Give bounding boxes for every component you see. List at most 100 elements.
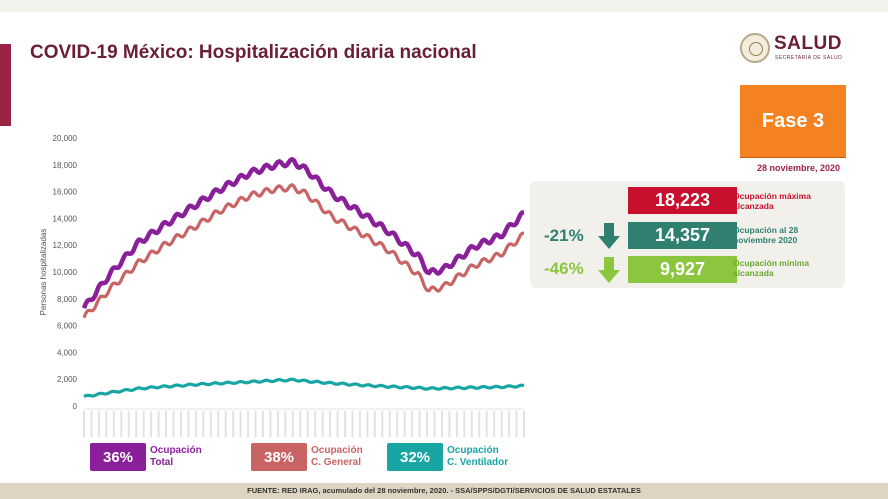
x-tick-mark xyxy=(284,411,287,437)
x-tick-mark xyxy=(306,411,309,437)
x-tick-mark xyxy=(523,411,525,437)
x-tick-mark xyxy=(515,411,518,437)
y-tick-label: 2,000 xyxy=(57,375,78,384)
x-tick-mark xyxy=(344,411,347,437)
stats-panel: 18,223 Ocupación máxima alcanzada -21% 1… xyxy=(530,181,845,288)
x-tick-mark xyxy=(463,411,466,437)
x-tick-mark xyxy=(485,411,488,437)
arrow-down-icon xyxy=(598,223,620,249)
x-tick-mark xyxy=(508,411,511,437)
logo-subtitle: SECRETARÍA DE SALUD xyxy=(775,55,843,61)
legend-total-label-2: Total xyxy=(150,457,174,468)
x-tick-mark xyxy=(105,411,108,437)
x-tick-mark xyxy=(239,411,242,437)
legend-total-label: Ocupación Total xyxy=(150,445,202,469)
x-tick-mark xyxy=(426,411,429,437)
phase-date: 28 noviembre, 2020 xyxy=(756,163,840,173)
source-footer: FUENTE: RED IRAG, acumulado del 28 novie… xyxy=(0,483,888,499)
x-tick-mark xyxy=(291,411,294,437)
x-tick-mark xyxy=(336,411,339,437)
x-tick-mark xyxy=(135,411,138,437)
x-tick-mark xyxy=(358,411,361,437)
y-tick-label: 20,000 xyxy=(53,134,78,143)
x-tick-mark xyxy=(127,411,130,437)
legend-total-pct: 36% xyxy=(90,443,146,471)
x-tick-mark xyxy=(418,411,421,437)
logo-name: SALUD xyxy=(774,33,842,54)
x-tick-mark xyxy=(142,411,145,437)
y-tick-label: 10,000 xyxy=(53,268,78,277)
legend-ventilator-pct: 32% xyxy=(387,443,443,471)
x-tick-mark xyxy=(90,411,93,437)
x-tick-mark xyxy=(329,411,332,437)
current-occupancy-value: 14,357 xyxy=(628,222,737,249)
max-occupancy-label: Ocupación máxima alcanzada xyxy=(733,191,811,211)
phase-badge: Fase 3 xyxy=(740,85,846,158)
x-tick-mark xyxy=(478,411,481,437)
arrow-down-icon xyxy=(598,257,620,283)
x-tick-mark xyxy=(120,411,123,437)
x-tick-mark xyxy=(209,411,212,437)
x-tick-mark xyxy=(83,411,85,437)
x-tick-mark xyxy=(381,411,384,437)
y-tick-label: 0 xyxy=(73,402,78,411)
legend-ventilator-label: Ocupación C. Ventilador xyxy=(447,445,508,469)
y-tick-label: 18,000 xyxy=(53,161,78,170)
x-tick-mark xyxy=(194,411,197,437)
legend-total-label-1: Ocupación xyxy=(150,445,202,456)
salud-logo: SALUD SECRETARÍA DE SALUD xyxy=(740,33,850,67)
x-tick-mark xyxy=(187,411,190,437)
x-tick-mark xyxy=(411,411,414,437)
x-tick-mark xyxy=(470,411,473,437)
y-axis-label: Personas hospitalizadas xyxy=(39,229,48,316)
x-tick-mark xyxy=(247,411,250,437)
x-tick-mark xyxy=(157,411,160,437)
legend-general-label-1: Ocupación xyxy=(311,445,363,456)
x-tick-mark xyxy=(232,411,235,437)
y-axis-ticks: 0 2,000 4,000 6,000 8,000 10,000 12,000 14,000 1… xyxy=(53,134,78,411)
top-band xyxy=(0,0,888,12)
accent-bar xyxy=(0,44,11,126)
y-tick-label: 8,000 xyxy=(57,295,78,304)
x-tick-mark xyxy=(440,411,443,437)
x-tick-mark xyxy=(321,411,324,437)
x-tick-mark xyxy=(261,411,264,437)
x-tick-mark xyxy=(299,411,302,437)
x-tick-mark xyxy=(97,411,100,437)
x-tick-mark xyxy=(150,411,153,437)
min-occupancy-value: 9,927 xyxy=(628,256,737,283)
legend-general-label-2: C. General xyxy=(311,457,362,468)
x-tick-mark xyxy=(254,411,257,437)
x-tick-mark xyxy=(500,411,503,437)
x-tick-mark xyxy=(351,411,354,437)
series-line-total xyxy=(81,156,525,310)
x-tick-mark xyxy=(112,411,115,437)
x-tick-mark xyxy=(179,411,182,437)
x-tick-mark xyxy=(493,411,496,437)
x-tick-mark xyxy=(202,411,205,437)
x-tick-mark xyxy=(448,411,451,437)
y-tick-label: 4,000 xyxy=(57,348,78,357)
min-change: -46% xyxy=(544,259,584,278)
legend-general-label: Ocupación C. General xyxy=(311,445,363,469)
legend-general-pct: 38% xyxy=(251,443,307,471)
x-tick-mark xyxy=(433,411,436,437)
x-tick-mark xyxy=(224,411,227,437)
max-occupancy-value: 18,223 xyxy=(628,187,737,214)
x-tick-mark xyxy=(403,411,406,437)
x-tick-mark xyxy=(172,411,175,437)
x-tick-mark xyxy=(314,411,317,437)
y-tick-label: 16,000 xyxy=(53,188,78,197)
series-line-general xyxy=(82,183,524,319)
seal-icon xyxy=(740,33,770,63)
min-occupancy-label: Ocupación mínima alcanzada xyxy=(733,258,810,278)
y-tick-label: 14,000 xyxy=(53,214,78,223)
y-tick-label: 12,000 xyxy=(53,241,78,250)
legend-ventilator-label-1: Ocupación xyxy=(447,445,499,456)
x-tick-mark xyxy=(366,411,369,437)
current-change: -21% xyxy=(544,226,584,245)
y-tick-label: 6,000 xyxy=(57,322,78,331)
page-title: COVID-19 México: Hospitalización diaria … xyxy=(30,42,477,63)
series-line-ventilator xyxy=(83,377,525,399)
